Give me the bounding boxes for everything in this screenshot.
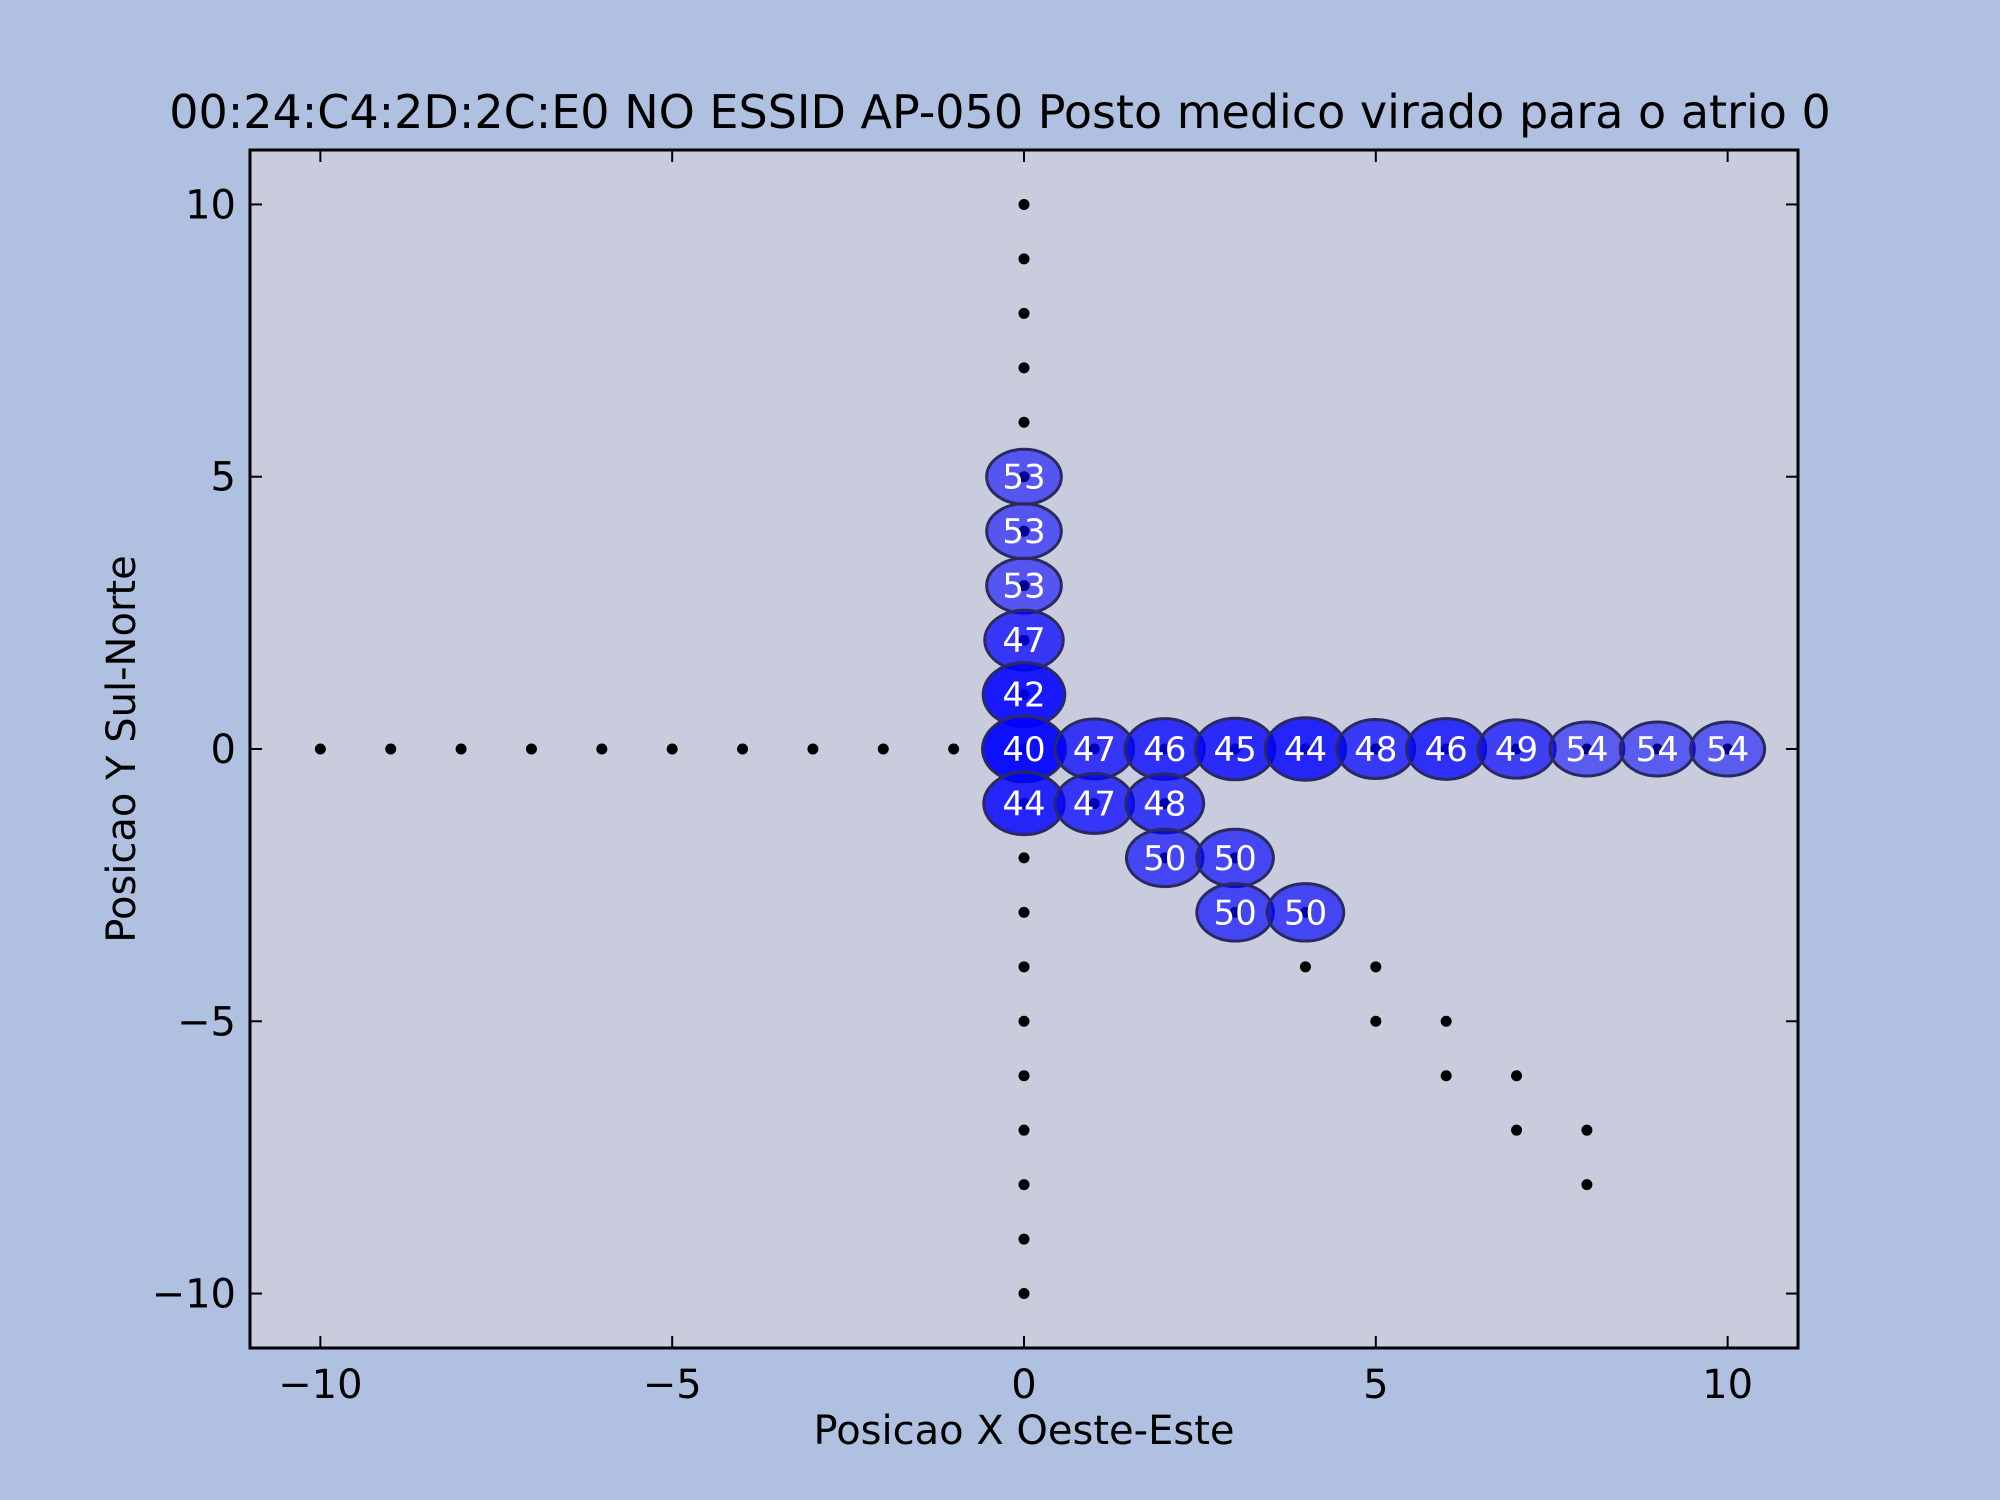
sample-point — [314, 743, 326, 755]
sample-point — [385, 743, 397, 755]
signal-marker: 47 — [1053, 772, 1136, 835]
signal-marker: 46 — [1405, 717, 1488, 781]
sample-point — [455, 743, 467, 755]
signal-marker: 44 — [1263, 716, 1348, 782]
sample-point — [1018, 1288, 1030, 1300]
sample-point — [1511, 1124, 1523, 1136]
sample-point — [1018, 198, 1030, 210]
signal-marker: 53 — [985, 556, 1063, 615]
sample-point — [1018, 362, 1030, 374]
sample-point — [1018, 253, 1030, 265]
sample-point — [1018, 1124, 1030, 1136]
y-tick-label: 5 — [211, 455, 236, 501]
signal-marker: 47 — [983, 608, 1065, 672]
signal-marker-label: 50 — [1213, 893, 1256, 933]
sample-point — [1018, 416, 1030, 428]
y-tick-label: −5 — [177, 999, 236, 1045]
x-tick-label: 5 — [1363, 1362, 1388, 1408]
sample-point — [1018, 961, 1030, 973]
y-axis-label: Posicao Y Sul-Norte — [99, 555, 145, 942]
signal-marker-label: 50 — [1143, 839, 1186, 879]
signal-marker: 44 — [982, 770, 1066, 837]
signal-marker: 42 — [981, 661, 1067, 729]
sample-point — [877, 743, 889, 755]
signal-marker-label: 44 — [1002, 784, 1045, 824]
sample-point — [1581, 1124, 1593, 1136]
y-tick-label: −10 — [152, 1272, 236, 1318]
signal-marker-label: 46 — [1143, 730, 1186, 770]
signal-marker: 47 — [1053, 717, 1136, 781]
x-tick-label: 0 — [1011, 1362, 1036, 1408]
sample-point — [1018, 852, 1030, 864]
signal-marker-label: 47 — [1073, 784, 1116, 824]
sample-point — [1018, 1015, 1030, 1027]
signal-marker-label: 47 — [1073, 730, 1116, 770]
y-tick-label: 0 — [211, 727, 236, 773]
sample-point — [948, 743, 960, 755]
plot-frame — [248, 148, 1800, 1350]
signal-marker-label: 54 — [1565, 730, 1608, 770]
sample-point — [1370, 961, 1382, 973]
signal-marker-label: 50 — [1284, 893, 1327, 933]
chart-title: 00:24:C4:2D:2C:E0 NO ESSID AP-050 Posto … — [169, 85, 1831, 139]
signal-marker-label: 48 — [1354, 730, 1397, 770]
signal-marker: 54 — [1618, 720, 1696, 778]
signal-marker: 53 — [985, 502, 1063, 561]
signal-marker: 53 — [985, 447, 1063, 506]
signal-marker: 50 — [1124, 827, 1205, 889]
sample-point — [666, 743, 678, 755]
signal-marker-label: 53 — [1002, 567, 1045, 607]
signal-marker-label: 42 — [1002, 676, 1045, 716]
x-tick-label: −10 — [278, 1362, 362, 1408]
signal-marker-label: 54 — [1706, 730, 1749, 770]
sample-point — [737, 743, 749, 755]
signal-marker-label: 53 — [1002, 512, 1045, 552]
sample-point — [1299, 961, 1311, 973]
signal-marker: 48 — [1124, 772, 1206, 835]
sample-point — [1018, 1233, 1030, 1245]
signal-marker-label: 48 — [1143, 784, 1186, 824]
signal-marker-label: 53 — [1002, 458, 1045, 498]
signal-marker-label: 46 — [1425, 730, 1468, 770]
sample-point — [1511, 1070, 1523, 1082]
signal-marker: 50 — [1265, 882, 1346, 943]
signal-marker: 54 — [1548, 720, 1626, 778]
sample-point — [1440, 1015, 1452, 1027]
sample-point — [1370, 1015, 1382, 1027]
sample-point — [1440, 1070, 1452, 1082]
x-tick-label: −5 — [643, 1362, 702, 1408]
signal-marker-label: 49 — [1495, 730, 1538, 770]
axis-ticks-layer: −10 −5 0 5 10 −10 −5 0 5 10 — [152, 150, 1798, 1408]
sample-point — [1018, 307, 1030, 319]
signal-marker-label: 44 — [1284, 730, 1327, 770]
x-tick-label: 10 — [1702, 1362, 1753, 1408]
signal-marker-label: 54 — [1636, 730, 1679, 770]
sample-point — [1018, 1179, 1030, 1191]
signal-marker-ellipse — [1689, 720, 1767, 778]
signal-marker-ellipse — [1265, 882, 1346, 943]
signal-marker: 46 — [1123, 717, 1206, 781]
signal-marker-label: 45 — [1213, 730, 1256, 770]
sample-point — [1018, 906, 1030, 918]
signal-marker-label: 50 — [1213, 839, 1256, 879]
signal-marker: 50 — [1195, 882, 1275, 943]
sample-point — [596, 743, 608, 755]
y-tick-label: 10 — [185, 182, 236, 228]
signal-marker: 49 — [1476, 718, 1557, 780]
sample-point — [1581, 1179, 1593, 1191]
x-axis-label: Posicao X Oeste-Este — [814, 1408, 1235, 1454]
sample-point — [525, 743, 537, 755]
signal-marker: 48 — [1335, 717, 1417, 781]
sample-point — [807, 743, 819, 755]
signal-markers-layer: 53 53 53 47 42 40 47 46 45 44 48 46 49 54 54 54 44 47 48 50… — [981, 447, 1767, 943]
signal-marker-label: 47 — [1002, 621, 1045, 661]
sample-point — [1018, 1070, 1030, 1082]
signal-marker: 45 — [1193, 716, 1277, 782]
signal-marker: 50 — [1195, 827, 1275, 889]
signal-marker-label: 40 — [1002, 730, 1045, 770]
signal-marker: 54 — [1689, 720, 1767, 778]
